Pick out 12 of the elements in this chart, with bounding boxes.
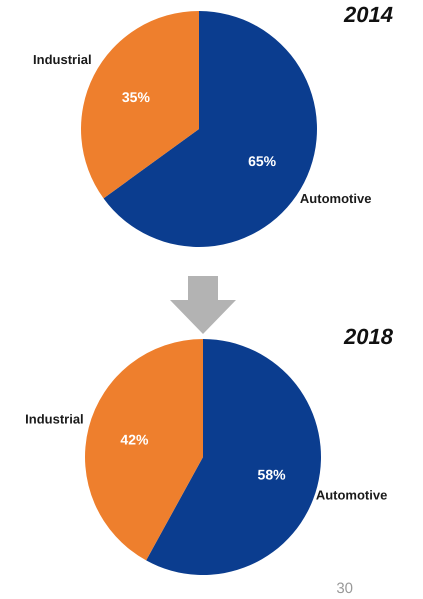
chart-title: 2018 <box>344 324 393 350</box>
data-label: 35% <box>122 88 150 105</box>
slice-label: Automotive <box>316 488 388 503</box>
data-label: 42% <box>120 431 149 448</box>
chart-title: 2014 <box>344 2 393 28</box>
slice-label: Industrial <box>25 411 84 426</box>
pie-slice <box>85 339 203 560</box>
data-label: 58% <box>258 466 286 483</box>
text: 30 <box>336 580 353 597</box>
slice-label: Automotive <box>300 191 372 206</box>
slice-label: Industrial <box>33 52 92 67</box>
data-label: 65% <box>248 153 277 170</box>
